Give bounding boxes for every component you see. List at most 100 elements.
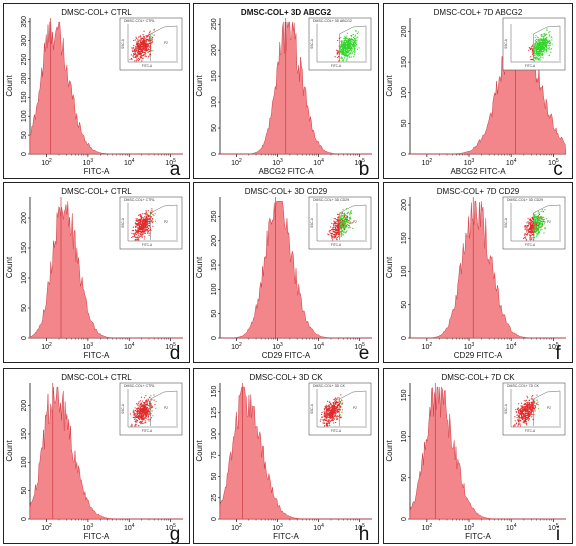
inset-dot [142,229,144,231]
y-tick-label: 200 [21,400,28,412]
inset-dot [527,417,529,419]
inset-gate-label: P2 [547,220,551,224]
inset-dot [525,239,527,241]
inset-dot [343,37,345,40]
inset-dot [139,52,141,54]
inset-dot [545,45,547,47]
inset-dot [549,45,551,47]
inset-dot [327,422,329,424]
inset-dot [137,414,140,417]
inset-dot [341,230,344,232]
inset-dot [516,414,518,416]
inset-dots [327,208,354,241]
inset-dot [149,220,151,223]
inset-dot [147,52,149,54]
histogram-area [410,200,566,339]
inset-dot [134,39,136,41]
inset-dot [323,418,325,421]
inset-dot [148,33,150,36]
inset-dot [335,238,338,240]
inset-dot [348,42,350,44]
inset-dot [356,32,358,34]
inset-dot [136,421,138,423]
inset-dot [145,212,147,214]
inset-dot [149,401,151,403]
inset-dot [525,403,527,406]
inset-dot [351,49,353,51]
inset-dot [339,409,342,411]
inset-dot [347,211,349,213]
inset-dot [146,411,149,413]
inset-dot [137,402,140,404]
inset-dot [147,210,149,212]
inset-dot [340,416,342,419]
inset-dot [339,47,341,49]
inset-dot [356,39,358,41]
inset-dot [531,414,533,416]
inset-dot [328,409,330,411]
inset-dot [140,40,142,42]
inset-dot [336,226,339,228]
inset-dot [140,38,142,40]
inset-dot [341,211,343,214]
inset-dot [517,419,519,421]
inset-dot [129,58,131,60]
inset-dot [541,223,543,226]
inset-dot [533,237,535,239]
inset-dot [142,223,144,225]
inset-dot [138,222,140,224]
inset-dot [544,227,546,229]
inset-dot [546,50,548,52]
inset-dot [328,233,330,236]
inset-dot [524,233,526,235]
inset-dot [337,407,339,409]
inset-dot [539,47,541,50]
inset-dot [531,409,533,411]
x-axis-label: CD29 FITC-A [454,351,503,360]
inset-y-label: SSC-A [504,38,508,49]
inset-dot [542,35,544,37]
inset-dot [527,232,529,235]
inset-dot [541,229,543,231]
inset-dot [340,41,343,43]
inset-dot [334,399,336,402]
inset-dot [142,49,144,51]
inset-dot [141,417,143,419]
inset-dot [147,224,149,226]
inset-dot [136,415,138,417]
inset-dot [147,398,149,400]
inset-dot [145,407,147,410]
y-tick-label: 50 [401,474,408,482]
inset-dot [349,49,351,51]
inset-dot [342,217,344,220]
inset-dot [339,415,341,417]
inset-dot [144,48,147,51]
inset-dot [516,422,518,424]
inset-dot [137,405,139,407]
inset-dot [536,233,538,235]
inset-dot [534,36,536,39]
inset-dot [135,413,137,415]
inset-dot [340,228,342,231]
inset-dot [144,401,146,404]
histogram-area [410,21,567,155]
inset-dot [355,30,357,32]
inset-dot [351,45,353,47]
inset-dot [343,46,345,48]
inset-dot [142,422,144,424]
inset-dot [136,58,138,60]
inset-dot [529,48,531,50]
inset-dot [335,408,338,410]
inset-dot [145,421,147,424]
inset-dot [138,416,141,418]
inset-dot [518,414,520,416]
inset-dot [537,229,539,231]
inset-dot [345,35,348,37]
inset-dot [336,400,338,402]
inset-dot [136,49,138,51]
inset-dot [146,401,148,403]
inset-dot [339,45,341,47]
inset-dot [530,402,533,404]
inset-dot [526,226,528,228]
inset-dot [148,408,150,410]
